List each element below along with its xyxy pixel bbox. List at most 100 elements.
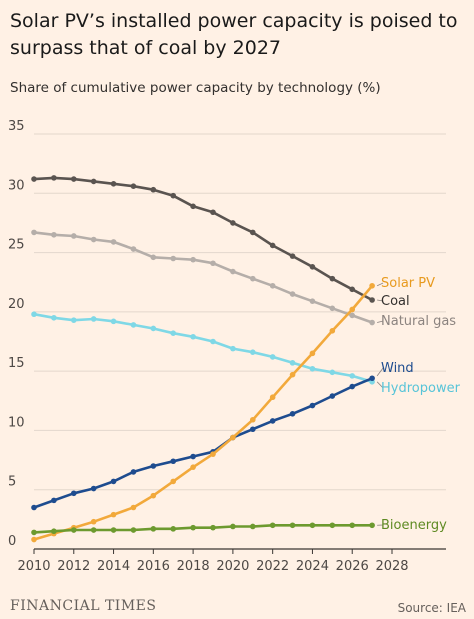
point-hydropower: [130, 322, 137, 328]
point-wind: [31, 504, 37, 511]
point-coal: [90, 178, 97, 185]
point-wind: [309, 402, 316, 409]
point-natural-gas: [70, 233, 77, 239]
point-coal: [369, 297, 375, 303]
point-natural-gas: [249, 275, 256, 282]
x-tick-label: 2024: [296, 559, 329, 574]
chart-subtitle: Share of cumulative power capacity by te…: [10, 80, 381, 96]
x-tick-label: 2028: [375, 559, 408, 574]
point-bioenergy: [329, 522, 336, 529]
point-solar-pv: [170, 478, 177, 485]
point-bioenergy: [289, 522, 296, 529]
point-solar-pv: [289, 371, 296, 378]
source-note: Source: IEA: [397, 601, 466, 615]
point-coal: [210, 209, 216, 216]
point-natural-gas: [130, 246, 137, 252]
series-coal: [31, 175, 375, 303]
point-bioenergy: [90, 527, 97, 533]
point-coal: [249, 229, 256, 236]
point-solar-pv: [150, 492, 157, 499]
label-hydropower: Hydropower: [381, 381, 461, 396]
point-solar-pv: [230, 434, 236, 441]
point-solar-pv: [130, 504, 137, 511]
point-coal: [150, 186, 157, 193]
x-tick-label: 2012: [57, 559, 90, 574]
point-bioenergy: [190, 524, 196, 531]
point-solar-pv: [190, 464, 196, 470]
point-solar-pv: [110, 511, 117, 518]
x-tick-label: 2018: [177, 559, 210, 574]
point-coal: [110, 181, 117, 187]
label-leader-solar-pv: [376, 282, 384, 287]
point-hydropower: [31, 311, 37, 318]
point-solar-pv: [309, 350, 316, 357]
point-coal: [349, 286, 356, 293]
y-axis-tick-labels: 0 5 10 15 20 25 30 35: [8, 119, 25, 549]
point-bioenergy: [249, 523, 256, 530]
y-tick-label: 20: [8, 297, 25, 312]
point-hydropower: [150, 325, 157, 332]
x-tick-label: 2026: [336, 559, 369, 574]
point-hydropower: [329, 369, 336, 376]
point-coal: [70, 176, 77, 182]
point-bioenergy: [170, 526, 177, 532]
label-solar-pv: Solar PV: [381, 276, 435, 291]
y-tick-label: 25: [8, 238, 25, 253]
line-bioenergy: [32, 523, 374, 534]
label-wind: Wind: [381, 361, 414, 376]
point-wind: [349, 383, 356, 390]
point-bioenergy: [150, 526, 157, 532]
point-hydropower: [110, 318, 117, 325]
x-axis-tick-labels: 2010 2012 2014 2016 2018 2020 2022 2024 2026 2028: [17, 559, 408, 574]
series-bioenergy: [31, 522, 375, 536]
point-wind: [170, 458, 177, 465]
point-solar-pv: [31, 536, 37, 543]
point-solar-pv: [90, 518, 97, 525]
x-tick-label: 2010: [17, 559, 50, 574]
series-natural-gas: [31, 229, 375, 326]
point-hydropower: [349, 373, 356, 379]
point-bioenergy: [51, 528, 57, 535]
chart-title: Solar PV’s installed power capacity is p…: [10, 10, 458, 59]
point-bioenergy: [210, 524, 216, 531]
point-natural-gas: [170, 255, 177, 262]
label-leader-wind: [376, 367, 384, 377]
point-natural-gas: [329, 305, 336, 312]
point-bioenergy: [269, 522, 276, 529]
y-tick-label: 30: [8, 178, 25, 193]
point-hydropower: [289, 360, 296, 366]
x-tick-label: 2020: [216, 559, 249, 574]
point-natural-gas: [90, 236, 97, 243]
point-coal: [230, 220, 236, 226]
y-tick-label: 0: [8, 534, 16, 549]
point-bioenergy: [230, 523, 236, 530]
series-labels: Coal Natural gas Hydropower Wind Solar PV Bio…: [376, 276, 461, 533]
point-wind: [150, 463, 157, 469]
label-leader-hydropower: [376, 381, 384, 389]
point-bioenergy: [110, 527, 117, 533]
point-solar-pv: [329, 328, 336, 334]
label-coal: Coal: [381, 294, 410, 309]
point-wind: [329, 393, 336, 399]
point-bioenergy: [349, 522, 356, 529]
line-wind: [32, 376, 374, 509]
line-coal: [32, 176, 374, 302]
point-wind: [130, 469, 137, 475]
point-bioenergy: [70, 527, 77, 533]
point-natural-gas: [150, 254, 157, 261]
point-wind: [90, 485, 97, 492]
label-natural-gas: Natural gas: [381, 314, 456, 329]
point-coal: [289, 253, 296, 259]
label-leader-coal: [377, 299, 384, 302]
point-natural-gas: [269, 282, 276, 289]
line-hydropower: [32, 312, 374, 384]
point-natural-gas: [349, 312, 356, 319]
point-bioenergy: [31, 529, 37, 536]
point-hydropower: [230, 345, 236, 352]
point-coal: [170, 192, 177, 199]
point-solar-pv: [249, 416, 256, 423]
point-natural-gas: [190, 256, 196, 263]
point-hydropower: [309, 365, 316, 372]
point-bioenergy: [369, 522, 375, 529]
point-natural-gas: [210, 260, 216, 267]
